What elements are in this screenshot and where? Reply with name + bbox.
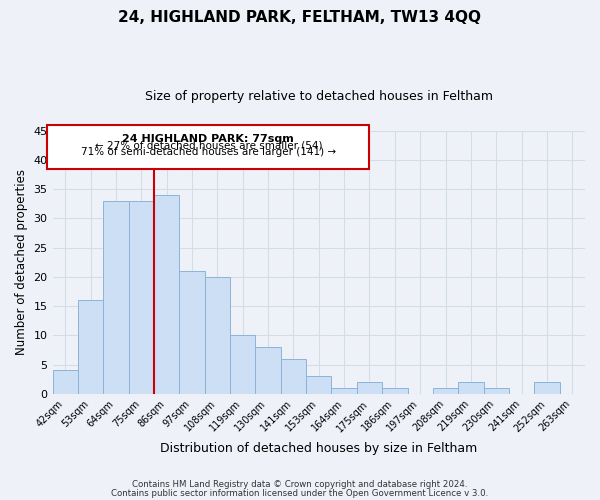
Text: Contains HM Land Registry data © Crown copyright and database right 2024.: Contains HM Land Registry data © Crown c… xyxy=(132,480,468,489)
Text: ← 27% of detached houses are smaller (54): ← 27% of detached houses are smaller (54… xyxy=(95,140,322,150)
Bar xyxy=(382,388,407,394)
Y-axis label: Number of detached properties: Number of detached properties xyxy=(15,169,28,355)
Bar xyxy=(357,382,382,394)
Bar xyxy=(179,271,205,394)
Title: Size of property relative to detached houses in Feltham: Size of property relative to detached ho… xyxy=(145,90,493,103)
Bar xyxy=(433,388,458,394)
Bar xyxy=(53,370,78,394)
Bar xyxy=(78,300,103,394)
Text: Contains public sector information licensed under the Open Government Licence v : Contains public sector information licen… xyxy=(112,490,488,498)
Bar xyxy=(205,277,230,394)
Bar xyxy=(154,195,179,394)
Bar xyxy=(458,382,484,394)
Bar xyxy=(128,201,154,394)
Text: 71% of semi-detached houses are larger (141) →: 71% of semi-detached houses are larger (… xyxy=(81,147,336,157)
Bar xyxy=(306,376,331,394)
Bar xyxy=(47,126,370,168)
Text: 24 HIGHLAND PARK: 77sqm: 24 HIGHLAND PARK: 77sqm xyxy=(122,134,294,143)
Bar xyxy=(534,382,560,394)
Bar xyxy=(230,336,256,394)
Bar xyxy=(281,358,306,394)
Bar xyxy=(256,347,281,394)
Bar xyxy=(103,201,128,394)
X-axis label: Distribution of detached houses by size in Feltham: Distribution of detached houses by size … xyxy=(160,442,478,455)
Bar xyxy=(484,388,509,394)
Text: 24, HIGHLAND PARK, FELTHAM, TW13 4QQ: 24, HIGHLAND PARK, FELTHAM, TW13 4QQ xyxy=(119,10,482,25)
Bar xyxy=(331,388,357,394)
